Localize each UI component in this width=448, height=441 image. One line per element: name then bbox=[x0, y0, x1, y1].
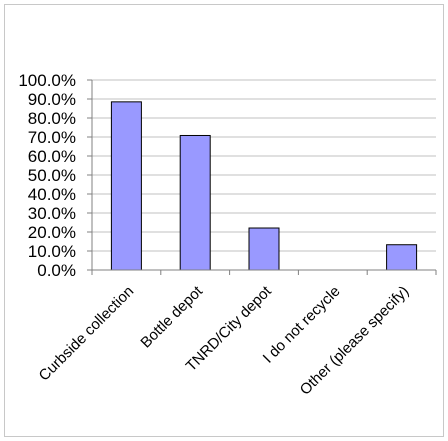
axes bbox=[91, 80, 437, 275]
bar bbox=[110, 101, 142, 271]
chart-frame bbox=[4, 4, 444, 437]
y-tick-label: 100.0% bbox=[18, 71, 76, 90]
x-axis-labels: Curbside collection Bottle depotTNRD/City… bbox=[36, 282, 413, 398]
y-tick-label: 50.0% bbox=[28, 166, 76, 185]
y-tick-label: 40.0% bbox=[28, 185, 76, 204]
y-tick-label: 80.0% bbox=[28, 109, 76, 128]
y-axis-ticks: 0.0%10.0%20.0%30.0%40.0%50.0%60.0%70.0%8… bbox=[18, 71, 92, 280]
bars bbox=[110, 101, 418, 271]
y-tick-label: 0.0% bbox=[37, 261, 76, 280]
x-category-label: Curbside collection bbox=[36, 283, 138, 385]
y-tick-label: 30.0% bbox=[28, 204, 76, 223]
x-category-label: Bottle depot bbox=[137, 282, 206, 351]
grid-lines bbox=[92, 79, 436, 252]
bar bbox=[248, 227, 280, 271]
y-tick-label: 60.0% bbox=[28, 147, 76, 166]
bar bbox=[386, 244, 418, 271]
y-tick-label: 90.0% bbox=[28, 90, 76, 109]
bar bbox=[179, 134, 211, 271]
y-tick-label: 20.0% bbox=[28, 223, 76, 242]
y-tick-label: 70.0% bbox=[28, 128, 76, 147]
y-tick-label: 10.0% bbox=[28, 242, 76, 261]
